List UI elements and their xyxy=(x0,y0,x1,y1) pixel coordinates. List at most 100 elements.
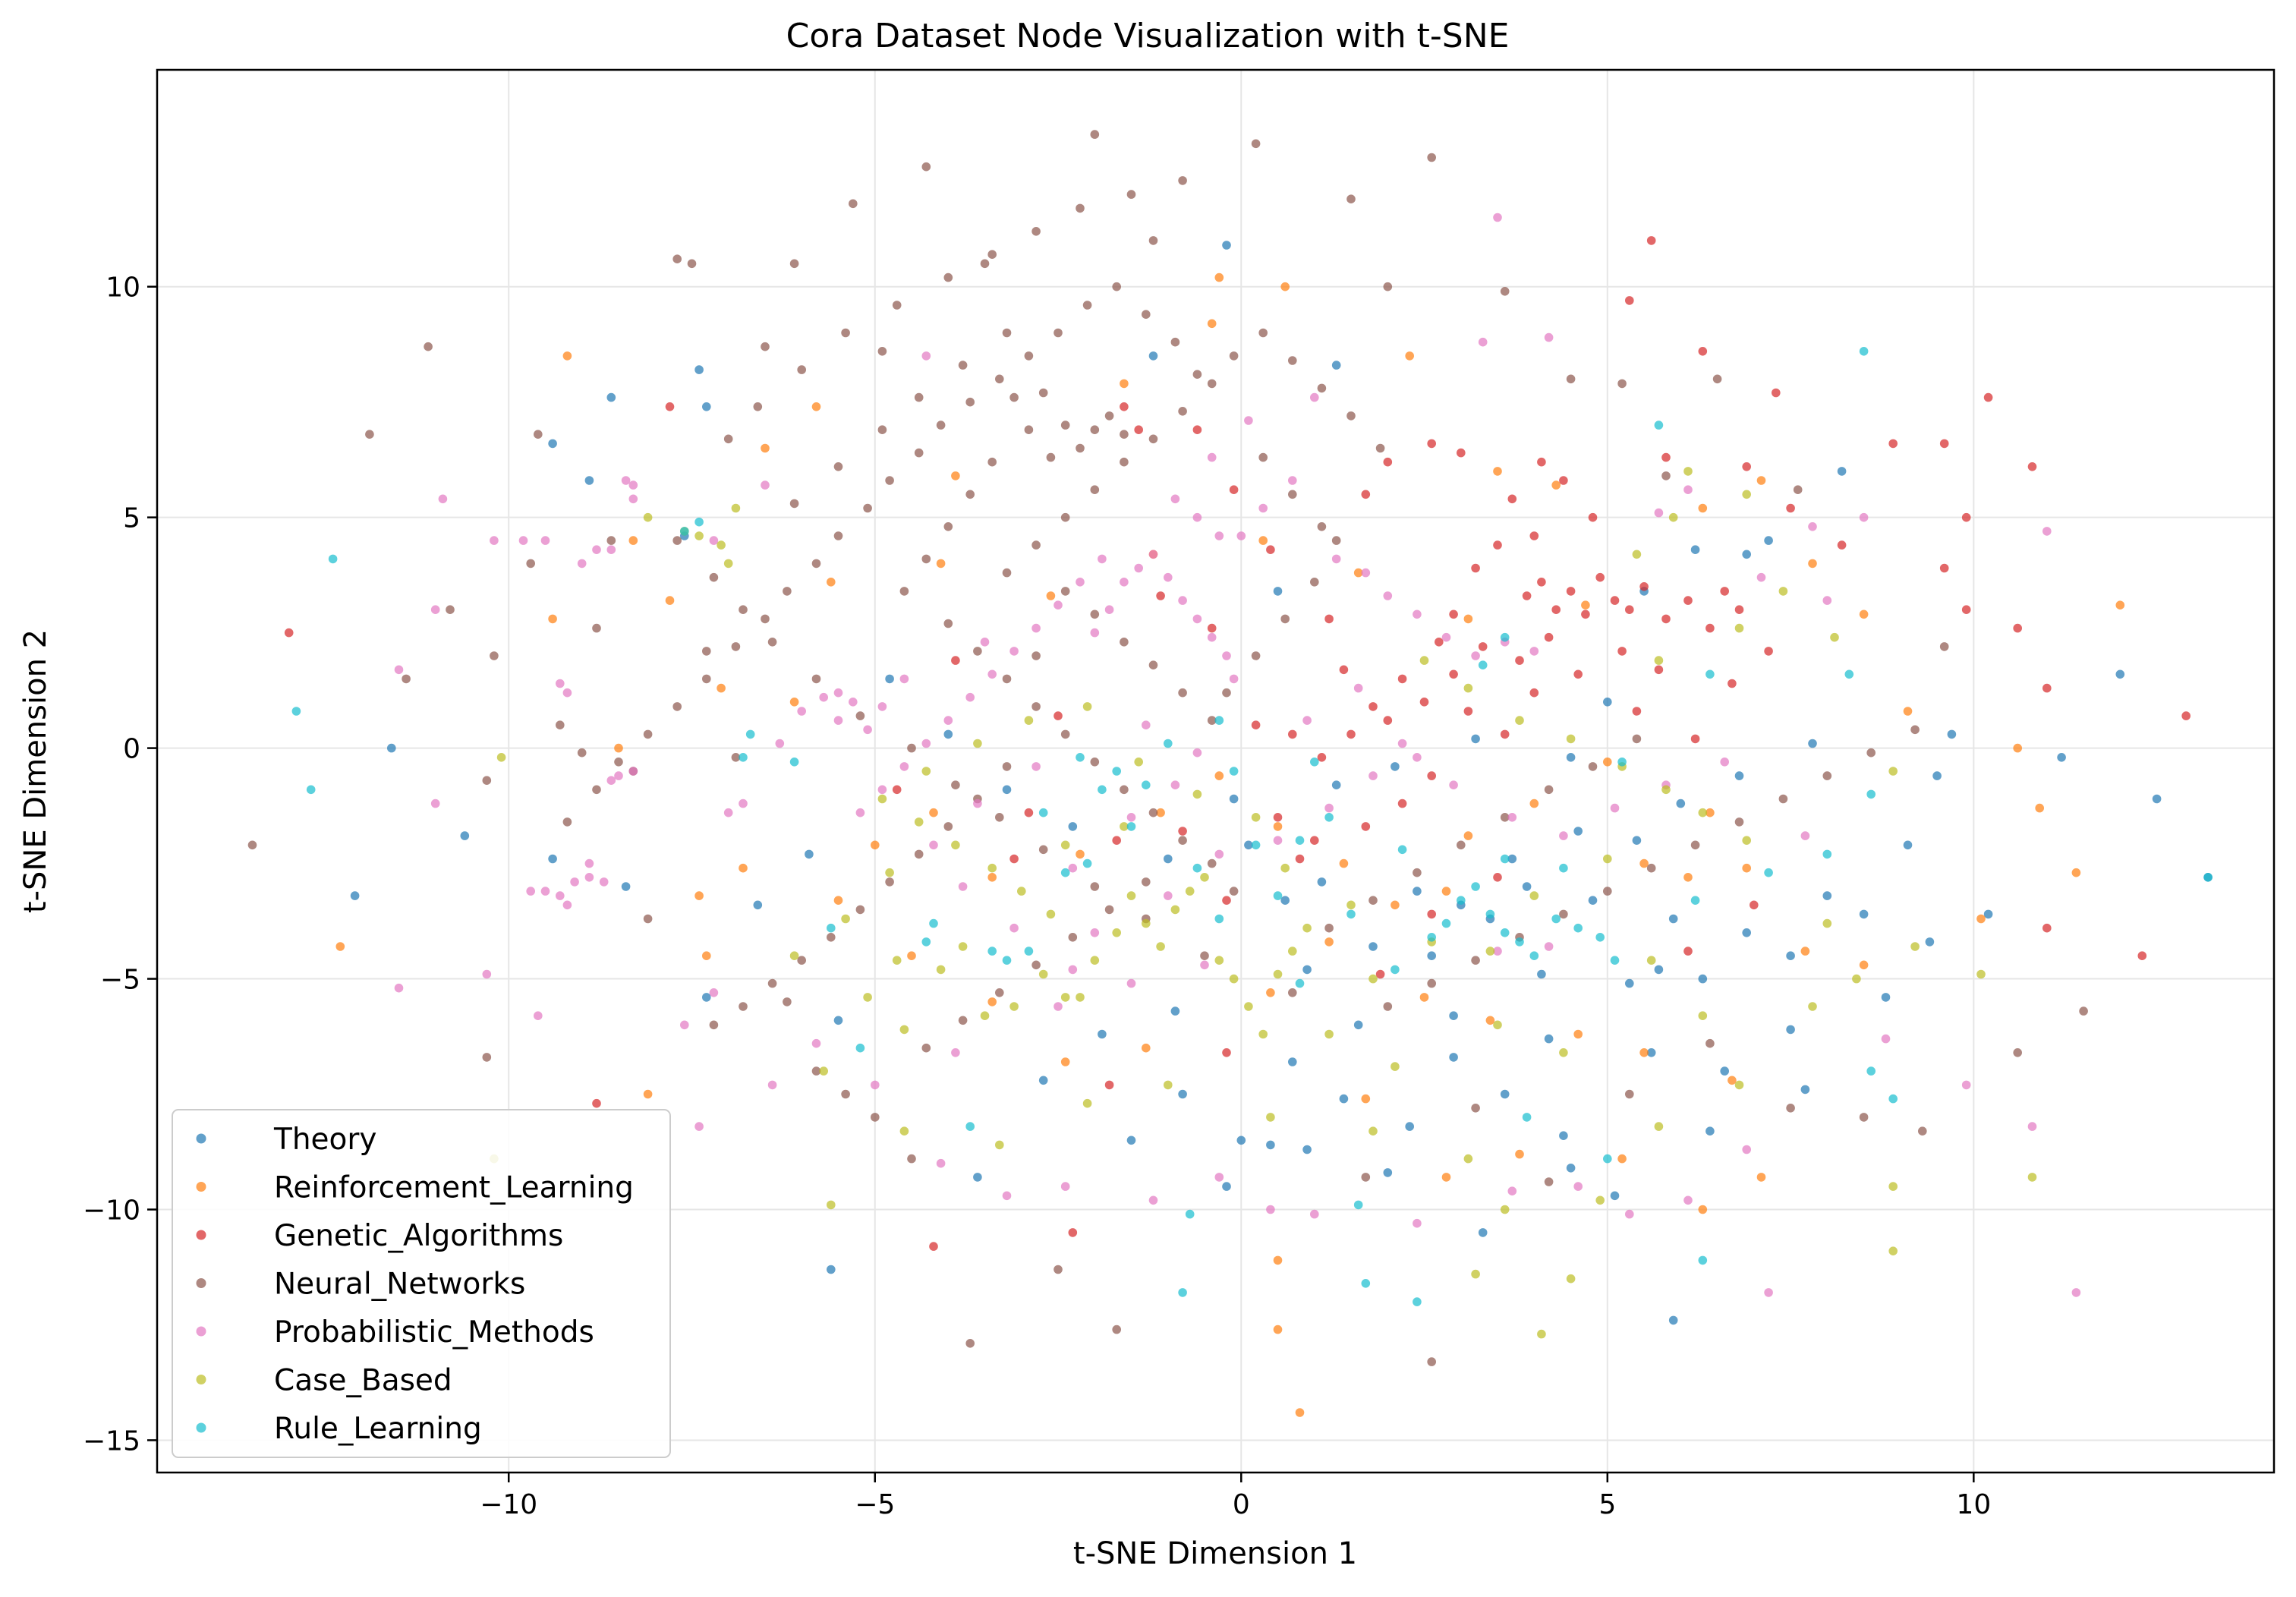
data-point xyxy=(1705,1038,1715,1048)
data-point xyxy=(1258,503,1268,513)
data-point xyxy=(1076,993,1085,1002)
data-point xyxy=(1471,734,1480,744)
data-point xyxy=(1441,887,1451,896)
data-point xyxy=(761,443,770,453)
data-point xyxy=(789,499,799,509)
data-point xyxy=(1090,882,1100,891)
data-point xyxy=(1148,808,1158,817)
data-point xyxy=(943,729,953,739)
data-point xyxy=(518,536,528,545)
data-point xyxy=(1295,836,1305,845)
data-point xyxy=(1046,452,1056,462)
data-point xyxy=(1031,540,1041,550)
data-point xyxy=(1170,1006,1180,1016)
data-point xyxy=(753,402,763,411)
data-point xyxy=(871,1080,880,1090)
data-point xyxy=(1435,638,1444,647)
data-point xyxy=(1222,241,1231,250)
data-point xyxy=(1192,425,1202,434)
data-point xyxy=(1288,356,1297,365)
data-point xyxy=(1368,1126,1378,1136)
data-point xyxy=(951,1048,960,1057)
data-point xyxy=(592,545,601,554)
data-point xyxy=(2137,951,2147,960)
data-point xyxy=(1603,758,1612,767)
data-point xyxy=(1024,947,1034,956)
data-point xyxy=(1002,785,1012,795)
data-point xyxy=(1617,1154,1627,1164)
data-point xyxy=(833,716,843,725)
data-point xyxy=(1800,831,1810,840)
series-rule-learning xyxy=(291,347,2213,1306)
data-point xyxy=(1361,490,1371,499)
data-point xyxy=(1529,647,1539,656)
data-point xyxy=(2115,669,2125,679)
data-point xyxy=(1031,960,1041,970)
data-point xyxy=(1031,651,1041,660)
data-point xyxy=(958,361,968,370)
data-point xyxy=(562,817,572,827)
data-point xyxy=(1126,822,1136,831)
data-point xyxy=(1024,425,1034,434)
data-point xyxy=(1331,536,1341,545)
data-point xyxy=(1705,623,1715,633)
data-point xyxy=(1031,762,1041,771)
data-point xyxy=(1976,969,1986,979)
data-point xyxy=(1566,374,1576,384)
data-point xyxy=(1522,882,1532,891)
data-point xyxy=(1331,554,1341,564)
data-point xyxy=(1485,947,1495,956)
data-point xyxy=(1104,1080,1114,1090)
data-point xyxy=(1214,956,1224,965)
data-point xyxy=(1244,416,1253,425)
data-point xyxy=(1060,512,1070,522)
data-point xyxy=(306,785,316,795)
data-point xyxy=(1427,978,1436,988)
data-point xyxy=(1646,1048,1656,1057)
data-point xyxy=(291,707,301,716)
data-point xyxy=(1120,430,1129,439)
data-point xyxy=(1449,780,1458,789)
data-point xyxy=(1236,1136,1246,1145)
data-point xyxy=(1413,753,1422,762)
data-point xyxy=(1947,729,1957,739)
data-point xyxy=(1353,568,1363,578)
data-point xyxy=(1603,887,1612,896)
data-point xyxy=(1266,1113,1275,1122)
data-point xyxy=(1148,236,1158,245)
data-point xyxy=(921,351,931,361)
data-point xyxy=(1544,632,1554,642)
grid-lines xyxy=(157,70,2274,1473)
data-point xyxy=(739,1002,748,1011)
data-point xyxy=(1229,767,1239,776)
data-point xyxy=(1983,392,1993,402)
legend-label: Reinforcement_Learning xyxy=(274,1171,634,1205)
data-point xyxy=(1559,831,1568,840)
axis-ticks: −10 −5 0 5 10 −15 −10 −5 0 5 10 xyxy=(83,272,1991,1520)
data-point xyxy=(1009,854,1019,864)
data-point xyxy=(965,397,975,407)
data-point xyxy=(1610,956,1620,965)
data-point xyxy=(899,1126,909,1136)
data-point xyxy=(284,628,294,638)
data-point xyxy=(1449,1053,1458,1062)
data-point xyxy=(1178,1089,1187,1099)
data-point xyxy=(1961,512,1971,522)
data-point xyxy=(1581,600,1590,610)
data-point xyxy=(1471,651,1480,660)
data-point xyxy=(1603,854,1612,864)
data-point xyxy=(1192,789,1202,799)
data-point xyxy=(1273,969,1283,979)
data-point xyxy=(1060,729,1070,739)
data-point xyxy=(365,430,374,439)
data-point xyxy=(490,536,499,545)
data-point xyxy=(1229,485,1239,494)
data-point xyxy=(1573,827,1583,836)
data-point xyxy=(1859,960,1869,970)
data-point xyxy=(987,250,997,260)
data-point xyxy=(1251,813,1261,822)
data-point xyxy=(833,896,843,905)
data-point xyxy=(1273,587,1283,596)
data-point xyxy=(907,743,916,753)
data-point xyxy=(577,748,587,758)
